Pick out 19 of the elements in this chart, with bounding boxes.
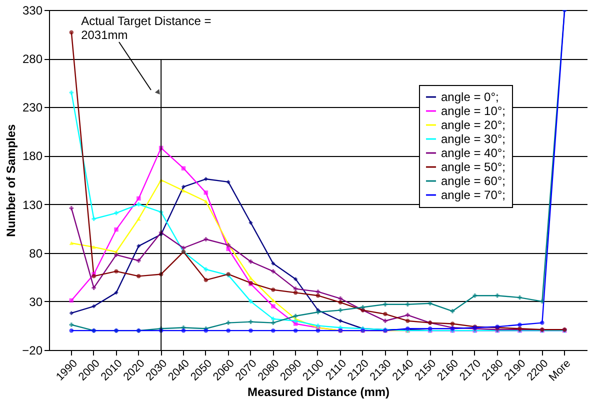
legend-label: angle = 0°; <box>441 90 499 104</box>
legend-label: angle = 50°; <box>441 160 506 174</box>
legend-label: angle = 70°; <box>441 188 506 202</box>
legend-label: angle = 10°; <box>441 104 506 118</box>
y-tick-label: 330 <box>22 4 43 18</box>
y-tick-label: 280 <box>22 52 43 66</box>
legend-label: angle = 30°; <box>441 132 506 146</box>
legend-label: angle = 60°; <box>441 174 506 188</box>
y-tick-label: 30 <box>29 294 43 309</box>
x-axis-title: Measured Distance (mm) <box>247 385 390 399</box>
legend-label: angle = 40°; <box>441 146 506 160</box>
y-tick-label: 130 <box>22 198 43 212</box>
y-tick-label: 80 <box>29 246 43 260</box>
y-tick-label: −20 <box>22 344 43 358</box>
y-tick-label: 180 <box>22 149 43 164</box>
y-tick-label: 230 <box>22 100 43 115</box>
y-axis-title: Number of Samples <box>4 124 18 237</box>
legend-label: angle = 20°; <box>441 118 506 132</box>
ref-line-label: Actual Target Distance = 2031mm <box>81 14 212 42</box>
